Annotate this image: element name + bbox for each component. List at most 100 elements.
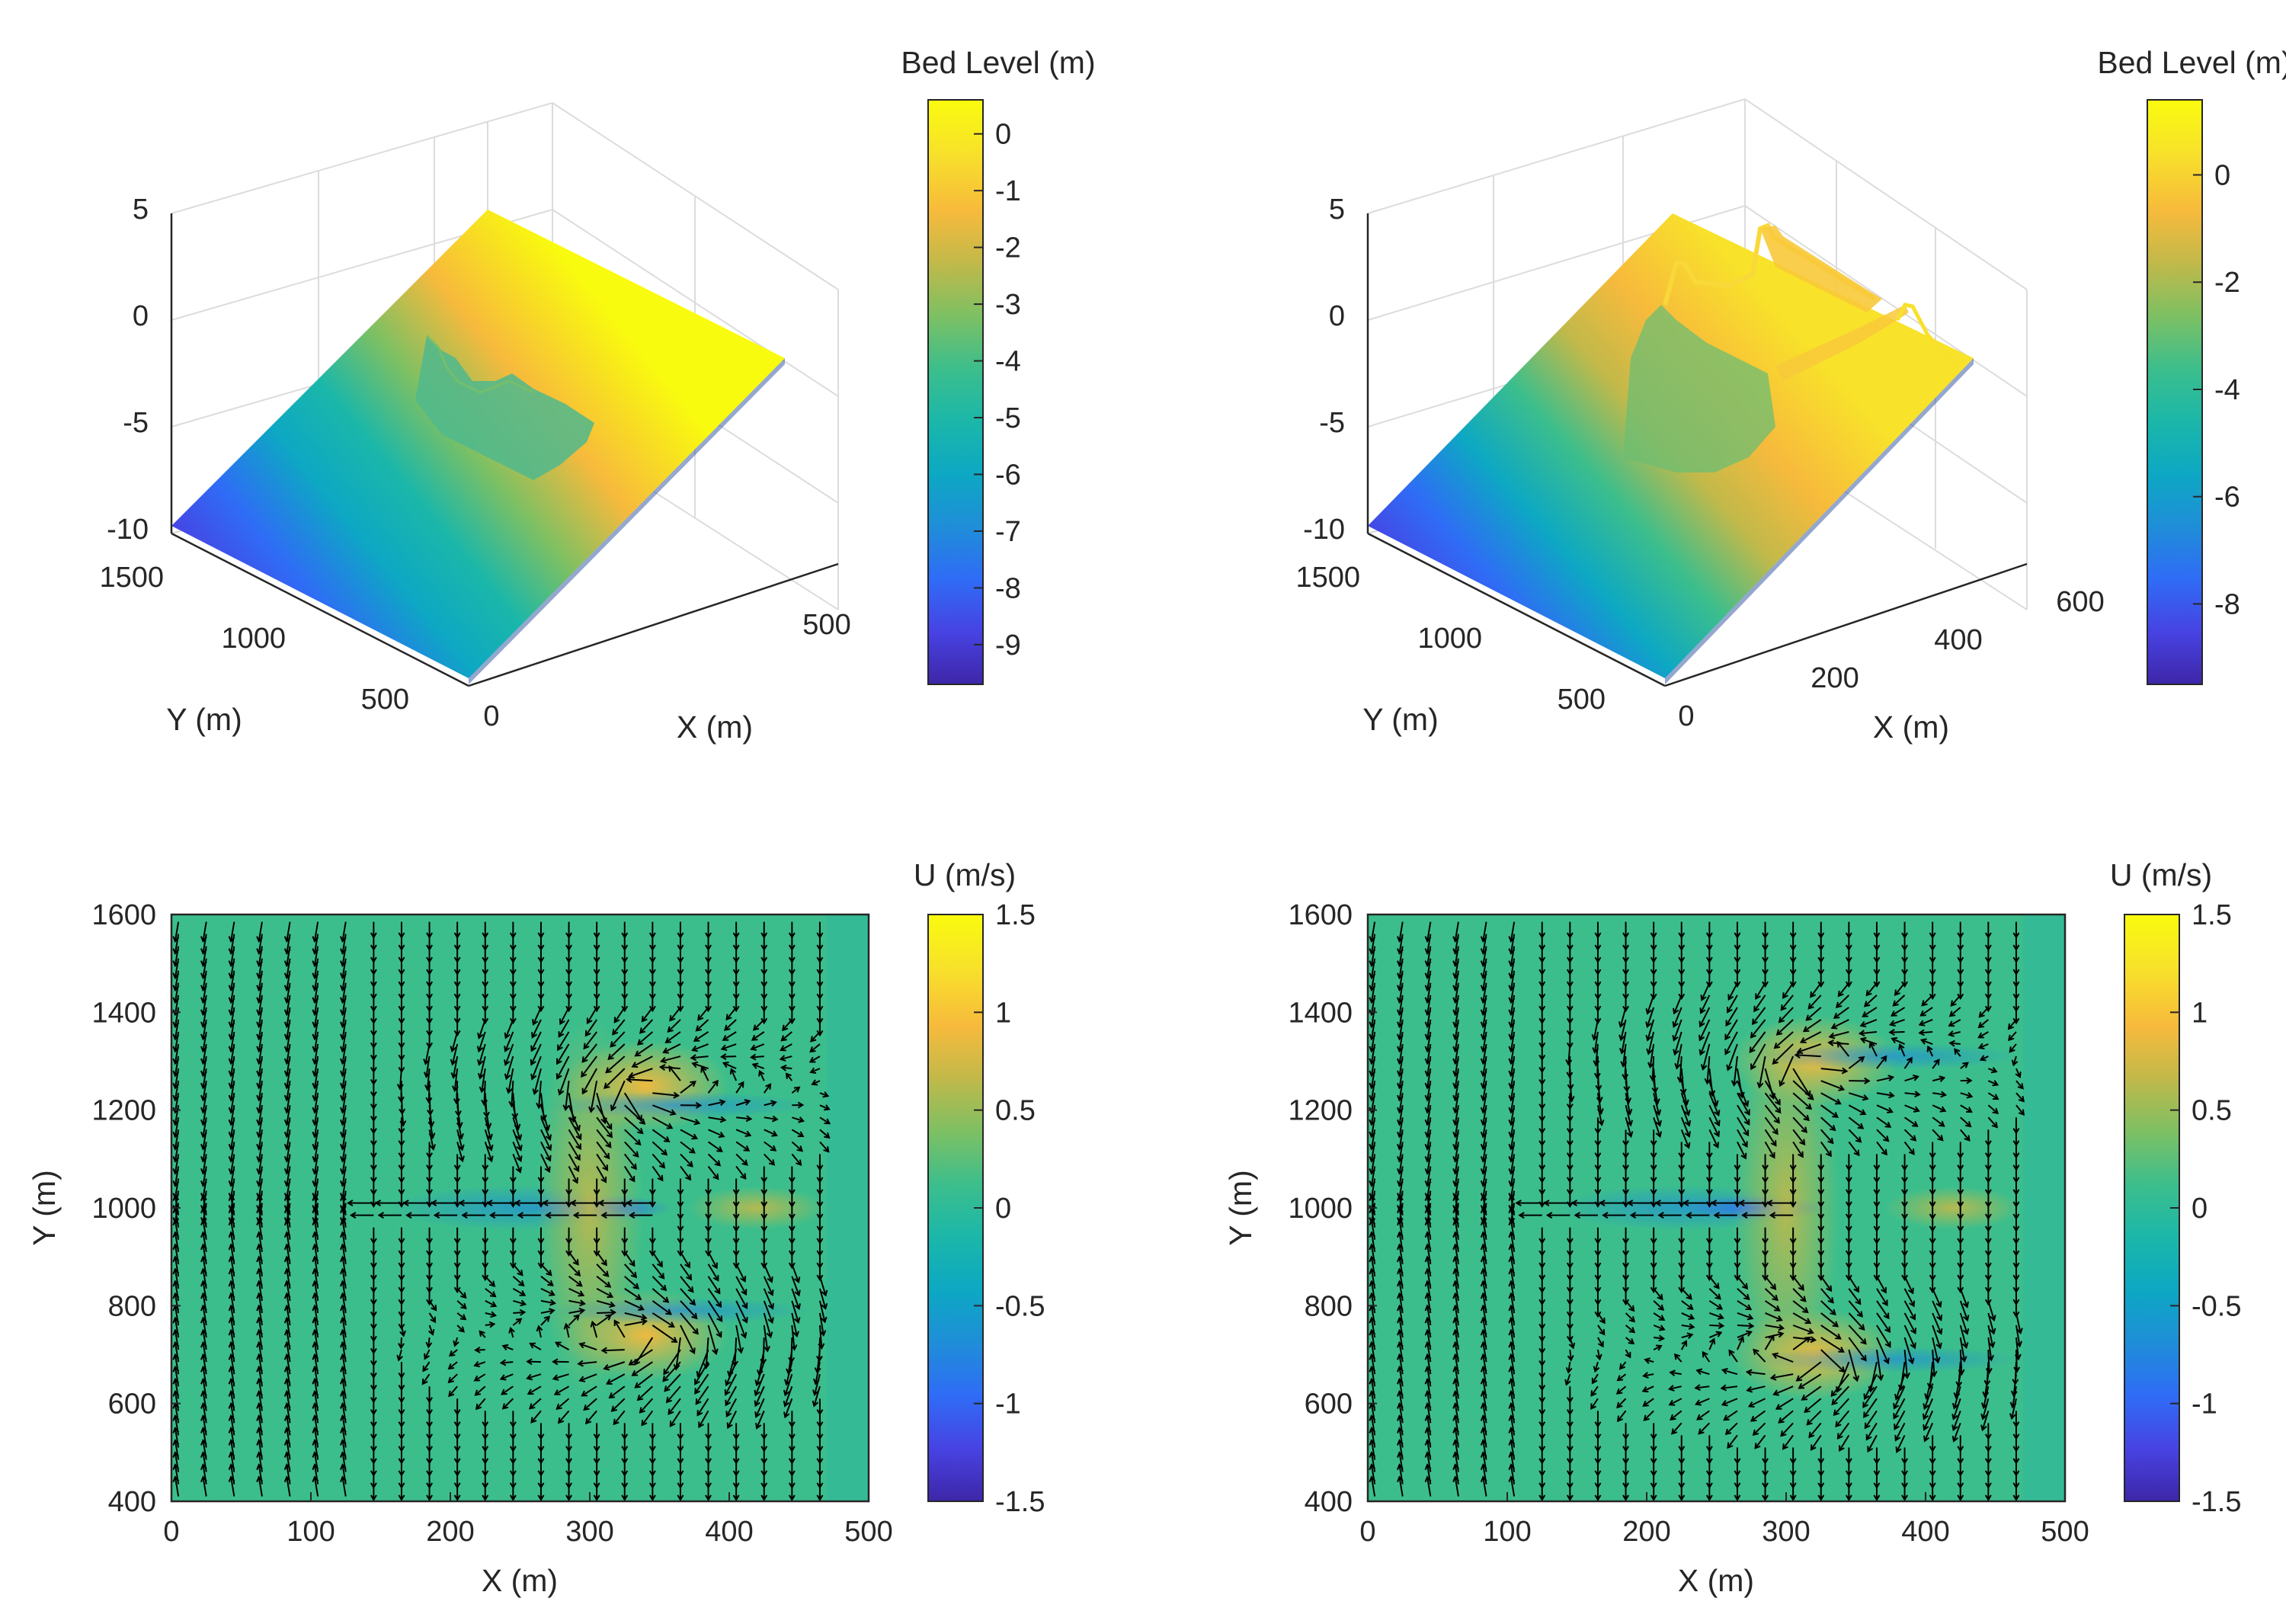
quiver-arrowhead	[648, 1005, 656, 1013]
x-tick: 200	[1811, 662, 1859, 694]
quiver-arrowhead	[1984, 1458, 1992, 1465]
quiver-arrowhead	[1704, 1078, 1711, 1085]
quiver-arrowhead	[1538, 993, 1546, 1001]
quiver-arrow	[1454, 1208, 1459, 1228]
quiver-arrowhead	[1954, 1048, 1961, 1055]
quiver-arrowhead	[283, 997, 291, 1004]
quiver-arrow	[1820, 1312, 1839, 1328]
quiver-arrowhead	[1480, 960, 1487, 968]
quiver-arrowhead	[687, 1161, 693, 1168]
quiver-arrow	[1426, 1208, 1432, 1228]
quiver-arrow	[1986, 1362, 1990, 1385]
quiver-arrowhead	[2012, 1140, 2020, 1147]
quiver-arrow	[1370, 1195, 1376, 1216]
quiver-arrowhead	[172, 1094, 180, 1102]
quiver-arrowhead	[530, 1045, 537, 1052]
quiver-arrow	[341, 1257, 347, 1276]
x-tick-label: 300	[565, 1516, 613, 1548]
quiver-arrowhead	[788, 1357, 796, 1364]
quiver-arrow	[313, 1330, 319, 1350]
quiver-arrowhead	[537, 981, 545, 988]
quiver-arrow	[1724, 1410, 1738, 1421]
quiver-arrow	[1865, 1410, 1878, 1429]
quiver-arrowhead	[543, 1315, 551, 1322]
colorbar: 1.510.50-0.5-1-1.5 U (m/s)	[914, 857, 1045, 1518]
quiver-arrowhead	[1686, 1293, 1692, 1300]
quiver-arrow	[258, 1415, 263, 1436]
quiver-arrowhead	[1804, 1318, 1812, 1325]
quiver-arrowhead	[1622, 981, 1630, 988]
quiver-arrowhead	[603, 1270, 610, 1277]
quiver-arrow	[174, 1244, 180, 1264]
quiver-arrowhead	[1838, 1347, 1845, 1353]
quiver-arrow	[341, 1391, 347, 1411]
quiver-arrowhead	[1929, 1274, 1936, 1282]
quiver-arrow	[1482, 1305, 1487, 1326]
quiver-arrowhead	[1887, 1107, 1894, 1114]
quiver-arrowhead	[2012, 1005, 2020, 1013]
quiver-arrowhead	[546, 1144, 552, 1152]
quiver-arrow	[1833, 1007, 1849, 1019]
quiver-arrowhead	[398, 1446, 405, 1453]
quiver-arrow	[174, 1257, 180, 1276]
quiver-arrowhead	[477, 1072, 485, 1080]
quiver-arrow	[1861, 1038, 1878, 1045]
quiver-arrow	[1764, 1335, 1775, 1350]
quiver-arrowhead	[460, 1302, 467, 1310]
quiver-arrowhead	[1734, 1164, 1741, 1171]
quiver-arrow	[1624, 1056, 1627, 1079]
quiver-arrowhead	[817, 1507, 822, 1512]
quiver-arrow	[1398, 1281, 1404, 1302]
quiver-arrowhead	[1929, 1238, 1936, 1245]
quiver-arrow	[624, 1116, 643, 1134]
quiver-arrowhead	[1628, 1327, 1636, 1334]
quiver-arrowhead	[1806, 1419, 1813, 1426]
quiver-arrowhead	[796, 1159, 802, 1167]
quiver-arrow	[1674, 1353, 1682, 1363]
quiver-arrow	[539, 1093, 546, 1120]
quiver-arrowhead	[689, 1347, 696, 1355]
quiver-arrow	[1617, 1410, 1627, 1422]
quiver-arrowhead	[694, 1379, 700, 1385]
quiver-arrow	[1876, 1055, 1887, 1069]
quiver-arrowhead	[1657, 1304, 1665, 1311]
quiver-arrowhead	[563, 1322, 571, 1330]
quiver-arrowhead	[1678, 1274, 1686, 1282]
quiver-arrowhead	[1594, 1299, 1602, 1306]
quiver-arrowhead	[1737, 1335, 1745, 1343]
quiver-arrow	[1736, 1068, 1743, 1097]
dry-region	[827, 915, 869, 1501]
quiver-arrowhead	[782, 1024, 789, 1032]
quiver-arrowhead	[1566, 1189, 1574, 1196]
quiver-arrow	[1848, 1337, 1867, 1361]
quiver-arrowhead	[1799, 1139, 1806, 1146]
quiver-arrowhead	[810, 1036, 817, 1043]
quiver-arrowhead	[629, 1175, 636, 1183]
quiver-arrowhead	[788, 1201, 796, 1208]
quiver-arrowhead	[813, 1378, 820, 1385]
quiver-arrow	[1764, 1116, 1779, 1135]
quiver-arrowhead	[544, 1166, 551, 1174]
quiver-arrowhead	[634, 1050, 642, 1057]
quiver-arrowhead	[629, 1260, 636, 1267]
quiver-arrowhead	[537, 1262, 545, 1270]
quiver-arrowhead	[349, 1212, 357, 1219]
quiver-arrowhead	[1684, 1131, 1691, 1139]
quiver-arrow	[1681, 1325, 1694, 1328]
quiver-arrowhead	[1397, 1009, 1404, 1017]
quiver-arrowhead	[509, 932, 517, 939]
quiver-arrow	[512, 1154, 521, 1173]
quiver-arrowhead	[370, 956, 377, 964]
velocity-field-left: 0 100 200 300 400 500 16001400120010008006004…	[27, 857, 1045, 1598]
quiver-arrowhead	[447, 1376, 455, 1384]
quiver-arrow	[642, 1007, 654, 1022]
quiver-arrowhead	[705, 1005, 712, 1013]
quiver-arrowhead	[1650, 1189, 1657, 1196]
quiver-arrowhead	[1817, 956, 1825, 964]
quiver-arrow	[791, 1129, 804, 1137]
quiver-arrowhead	[824, 1132, 831, 1139]
quiver-arrowhead	[1984, 1274, 1992, 1282]
quiver-arrowhead	[200, 1217, 207, 1224]
quiver-arrowhead	[1650, 1177, 1657, 1184]
quiver-arrowhead	[312, 1193, 319, 1200]
